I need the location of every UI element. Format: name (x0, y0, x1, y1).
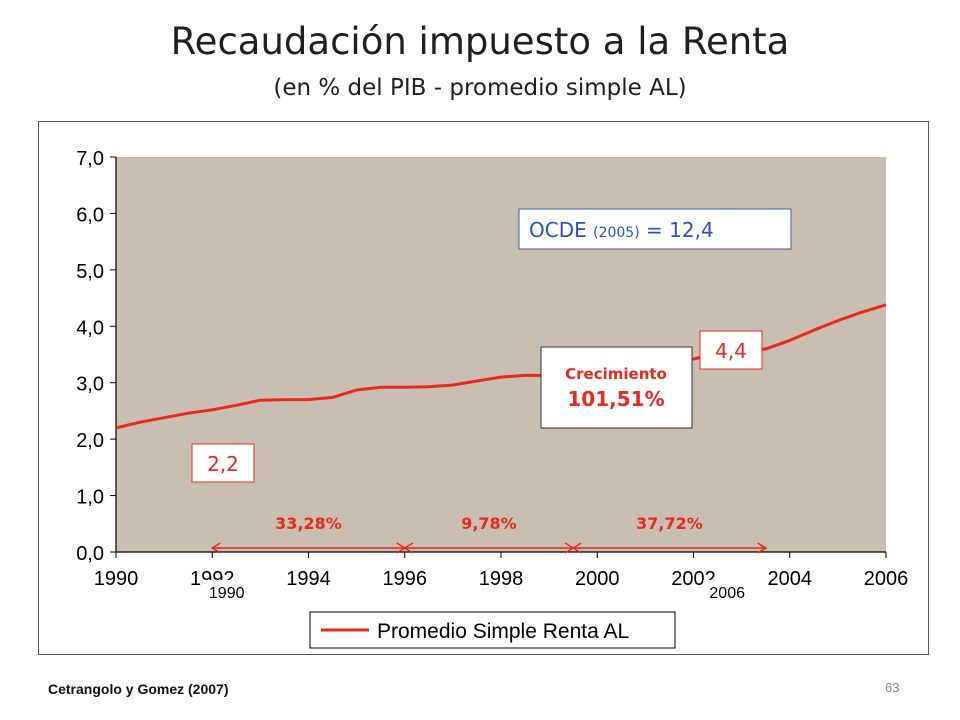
legend-box (309, 611, 676, 649)
period-growth-label: 33,28% (275, 514, 342, 533)
page-number: 63 (885, 680, 900, 695)
x-tick-label: 2004 (768, 568, 813, 590)
period-arrow-head-left (403, 542, 414, 554)
period-arrow-head-right (757, 542, 768, 554)
range-label-bg (703, 580, 752, 602)
start-value-label: 2,2 (207, 452, 239, 476)
period-growth-label: 37,72% (636, 514, 703, 533)
slide-subtitle: (en % del PIB - promedio simple AL) (273, 75, 687, 101)
period-arrow-head-left (571, 542, 582, 554)
x-tick-label: 1990 (94, 568, 139, 590)
source-citation: Cetrangolo y Gomez (2007) (48, 681, 229, 697)
end-value-label: 4,4 (715, 339, 747, 363)
y-tick-label: 1,0 (76, 487, 104, 509)
y-tick-label: 3,0 (76, 374, 104, 396)
oecd-label: OCDE (2005) = 12,4 (529, 218, 714, 242)
y-tick-label: 4,0 (76, 317, 104, 339)
slide-title: Recaudación impuesto a la Renta (170, 20, 790, 63)
growth-box (540, 346, 693, 429)
y-tick-label: 6,0 (76, 204, 104, 226)
y-tick-label: 2,0 (76, 430, 104, 452)
start-value-box (191, 443, 255, 483)
x-tick-label: 2006 (864, 568, 909, 590)
x-tick-label: 1996 (383, 568, 428, 590)
legend-label: Promedio Simple Renta AL (377, 620, 629, 643)
range-label-bg (202, 580, 251, 602)
range-label: 1990 (209, 585, 245, 602)
y-tick-label: 5,0 (76, 261, 104, 283)
period-growth-label: 9,78% (461, 514, 517, 533)
end-value-box (699, 330, 763, 370)
y-tick-label: 7,0 (76, 148, 104, 170)
x-tick-label: 2000 (575, 568, 620, 590)
x-tick-label: 1994 (286, 568, 331, 590)
x-tick-label: 1998 (479, 568, 524, 590)
range-label: 2006 (709, 585, 745, 602)
growth-label: Crecimiento (565, 365, 667, 383)
growth-value: 101,51% (567, 387, 664, 411)
oecd-box (518, 208, 792, 250)
y-tick-label: 0,0 (76, 543, 104, 565)
period-arrow-head-left (210, 542, 221, 554)
chart-frame: 0,0 1,0 2,0 3,0 4,0 5,0 6,0 7,0 1990 1992 1994 1996… (38, 121, 929, 655)
